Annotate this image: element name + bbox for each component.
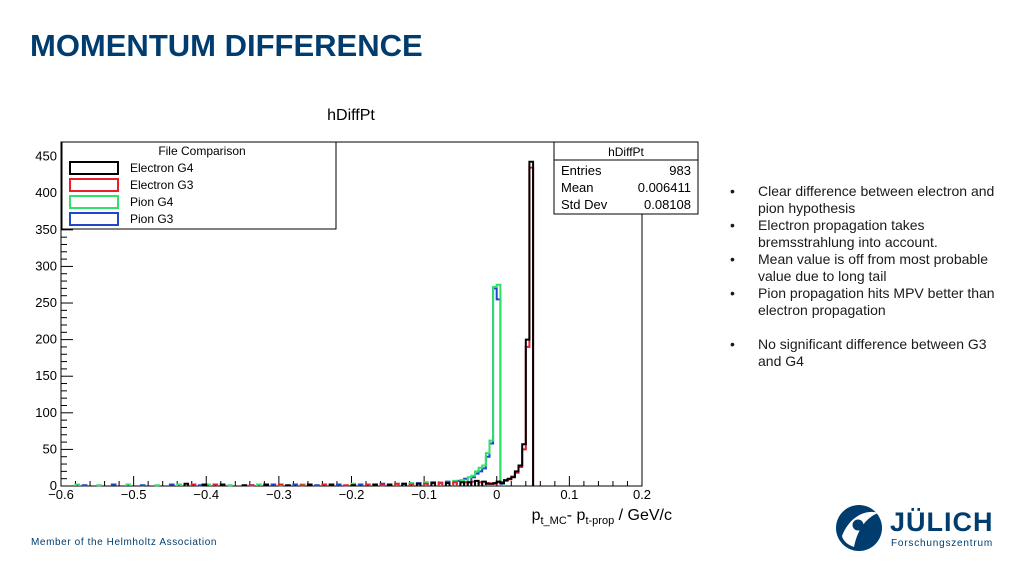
- stats-box: hDiffPt Entries 983 Mean 0.006411 Std Dev 0.0…: [553, 141, 699, 215]
- histogram-series-pion-g3: [81, 287, 505, 487]
- bullet-text: Mean value is off from most probable val…: [758, 251, 989, 284]
- y-tick-label: 350: [35, 222, 57, 237]
- legend-label: Pion G3: [130, 212, 174, 226]
- logo-subtitle: Forschungszentrum: [891, 538, 993, 549]
- bullet-text: Pion propagation hits MPV better than el…: [758, 285, 995, 318]
- x-tick-label: 0.2: [633, 487, 651, 502]
- x-tick-label: −0.3: [266, 487, 292, 502]
- x-label-sub2: t-prop: [585, 515, 614, 527]
- x-tick-label: −0.1: [411, 487, 437, 502]
- bullet-dot-icon: •: [730, 285, 735, 301]
- bullet-dot-icon: •: [730, 336, 735, 352]
- histogram-panel: hDiffPt 0 50 100 150 200 250 300 350 400 450 −0.6 −…: [35, 107, 699, 527]
- stats-label: Entries: [561, 163, 602, 178]
- stats-value: 983: [669, 163, 691, 178]
- bullet-dot-icon: •: [730, 217, 735, 233]
- x-tick-label: 0: [493, 487, 500, 502]
- y-tick-label: 150: [35, 368, 57, 383]
- bullet-dot-icon: •: [730, 251, 735, 267]
- legend-label: Electron G3: [130, 178, 194, 192]
- y-tick-label: 100: [35, 405, 57, 420]
- stats-value: 0.08108: [644, 197, 691, 212]
- y-tick-label: 450: [35, 149, 57, 164]
- bullet-item: • Clear difference between electron and p…: [728, 183, 998, 217]
- legend-swatch: [69, 161, 119, 175]
- bullet-item: • No significant difference between G3 an…: [728, 336, 998, 370]
- x-label-tail: / GeV/c: [614, 507, 672, 524]
- legend-label: Pion G4: [130, 195, 174, 209]
- legend: File Comparison Electron G4 Electron G3 Pi…: [61, 141, 337, 230]
- histogram-chart: hDiffPt 0 50 100 150 200 250 300 350 400 450 −0.6 −…: [35, 107, 699, 527]
- juelich-logo-icon: [836, 505, 882, 551]
- stats-value: 0.006411: [638, 180, 691, 195]
- stats-title: hDiffPt: [608, 145, 644, 159]
- legend-label: Electron G4: [130, 161, 194, 175]
- legend-swatch: [69, 195, 119, 209]
- y-tick-label: 400: [35, 185, 57, 200]
- footer-text: Member of the Helmholtz Association: [31, 537, 218, 548]
- stats-label: Mean: [561, 180, 594, 195]
- bullet-item: • Pion propagation hits MPV better than e…: [728, 285, 998, 319]
- y-tick-label: 300: [35, 258, 57, 273]
- x-tick-label: −0.5: [121, 487, 147, 502]
- x-tick-label: −0.2: [339, 487, 365, 502]
- legend-swatch: [69, 178, 119, 192]
- stats-label: Std Dev: [561, 197, 608, 212]
- bullet-dot-icon: •: [730, 183, 735, 199]
- x-label-sub1: t_MC: [540, 515, 566, 527]
- y-tick-label: 200: [35, 332, 57, 347]
- logo-wordmark: JÜLICH: [890, 507, 994, 537]
- slide-title: MOMENTUM DIFFERENCE: [30, 28, 423, 63]
- legend-swatch: [69, 212, 119, 226]
- juelich-logo: JÜLICH Forschungszentrum: [832, 503, 1002, 555]
- y-tick-label: 50: [43, 441, 57, 456]
- bullet-item: • Electron propagation takes bremsstrahlu…: [728, 217, 998, 251]
- histogram-series-electron-g3: [190, 166, 535, 487]
- x-tick-label: −0.6: [48, 487, 74, 502]
- bullet-text: Electron propagation takes bremsstrahlun…: [758, 217, 938, 250]
- x-tick-label: 0.1: [560, 487, 578, 502]
- x-axis-label: pt_MC- pt-prop / GeV/c: [532, 507, 672, 527]
- bullet-item: • Mean value is off from most probable va…: [728, 251, 998, 285]
- histogram-series-electron-g4: [183, 160, 535, 487]
- chart-title: hDiffPt: [327, 107, 375, 124]
- x-label-p1: p: [532, 507, 541, 524]
- x-label-p2: p: [577, 507, 586, 524]
- legend-title: File Comparison: [158, 144, 245, 158]
- y-tick-label: 250: [35, 295, 57, 310]
- bullet-list: • Clear difference between electron and p…: [728, 183, 998, 370]
- bullet-text: Clear difference between electron and pi…: [758, 183, 995, 216]
- x-label-sep: -: [567, 507, 577, 524]
- y-tick-label: 0: [50, 478, 57, 493]
- bullet-text: No significant difference between G3 and…: [758, 336, 987, 369]
- x-tick-label: −0.4: [193, 487, 219, 502]
- histogram-series-pion-g4: [74, 283, 505, 487]
